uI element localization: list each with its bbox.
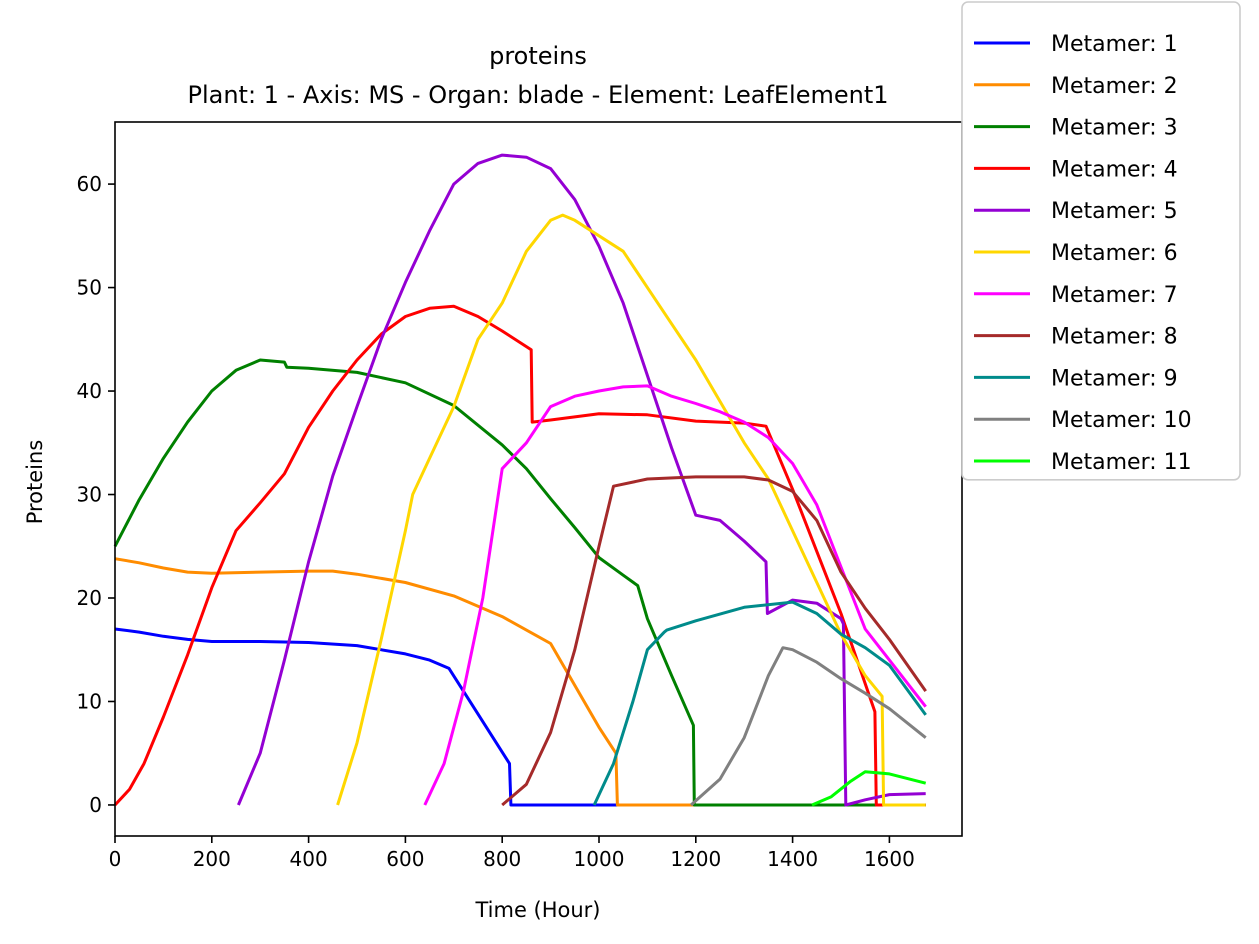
legend-label-6: Metamer: 6 bbox=[1051, 241, 1178, 266]
series-line-11 bbox=[811, 770, 927, 807]
legend-label-11: Metamer: 11 bbox=[1051, 450, 1192, 475]
x-tick-label: 1600 bbox=[864, 847, 915, 871]
series-line-2 bbox=[114, 557, 926, 807]
series-line-9 bbox=[592, 600, 927, 806]
y-tick-label: 60 bbox=[77, 172, 102, 196]
x-tick-label: 1200 bbox=[670, 847, 721, 871]
series-line-5 bbox=[237, 153, 926, 807]
y-tick-label: 20 bbox=[77, 586, 102, 610]
x-tick-label: 800 bbox=[483, 847, 521, 871]
legend: Metamer: 1 Metamer: 2 Metamer: 3 Metamer: 4… bbox=[961, 1, 1241, 481]
series-line-6 bbox=[336, 213, 926, 807]
y-tick-label: 40 bbox=[77, 379, 102, 403]
x-tick-label: 200 bbox=[193, 847, 231, 871]
series-line-8 bbox=[501, 475, 927, 807]
series-line-10 bbox=[690, 646, 927, 807]
y-tick-label: 10 bbox=[77, 689, 102, 713]
legend-label-1: Metamer: 1 bbox=[1051, 32, 1178, 57]
plot-area bbox=[113, 153, 927, 807]
x-axis-label: Time (Hour) bbox=[474, 898, 600, 922]
y-axis-label: Proteins bbox=[23, 440, 47, 525]
legend-label-7: Metamer: 7 bbox=[1051, 283, 1178, 308]
axes-frame bbox=[114, 121, 963, 837]
legend-label-10: Metamer: 10 bbox=[1051, 408, 1192, 433]
legend-label-9: Metamer: 9 bbox=[1051, 366, 1178, 391]
series-line-7 bbox=[423, 384, 927, 806]
chart-title: proteins bbox=[489, 42, 587, 70]
legend-label-3: Metamer: 3 bbox=[1051, 116, 1178, 141]
legend-label-5: Metamer: 5 bbox=[1051, 199, 1178, 224]
chart-subtitle: Plant: 1 - Axis: MS - Organ: blade - Ele… bbox=[187, 81, 888, 109]
legend-label-2: Metamer: 2 bbox=[1051, 74, 1178, 99]
legend-frame bbox=[961, 1, 1241, 481]
x-tick-label: 0 bbox=[109, 847, 122, 871]
y-tick-label: 0 bbox=[89, 793, 102, 817]
x-tick-label: 1400 bbox=[767, 847, 818, 871]
series-line-4 bbox=[113, 304, 926, 807]
x-tick-label: 400 bbox=[290, 847, 328, 871]
y-tick-label: 30 bbox=[77, 483, 102, 507]
legend-label-4: Metamer: 4 bbox=[1051, 157, 1178, 182]
x-tick-label: 600 bbox=[386, 847, 424, 871]
series-line-1 bbox=[114, 627, 926, 807]
legend-label-8: Metamer: 8 bbox=[1051, 325, 1178, 350]
axis-ticks: 0 200 400 600 800 1000 1200 1400 1600 0 10 20 30 40 50… bbox=[77, 172, 915, 871]
x-tick-label: 1000 bbox=[574, 847, 625, 871]
y-tick-label: 50 bbox=[77, 276, 102, 300]
